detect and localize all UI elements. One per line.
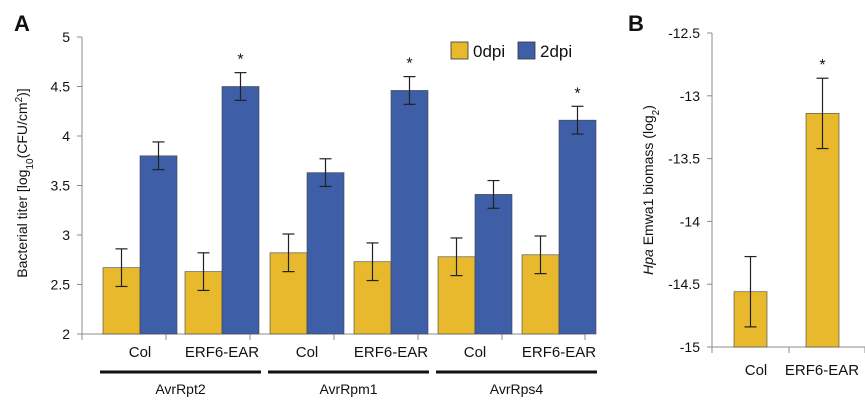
y-tick-label: 5: [62, 29, 70, 45]
x-tick-label: ERF6-EAR: [185, 344, 259, 361]
bar-2dpi: [558, 119, 597, 335]
significance-marker: *: [819, 57, 825, 74]
y-tick-label: -13: [680, 88, 700, 104]
legend-swatch-2dpi: [517, 41, 536, 60]
y-tick-label: 4: [62, 128, 70, 144]
legend-label-0dpi: 0dpi: [473, 42, 505, 61]
x-tick-label: Col: [129, 344, 152, 361]
significance-marker: *: [237, 52, 243, 69]
chart-b-y-axis-label: Hpa Emwa1 biomass (log2): [640, 105, 662, 275]
panel-a-letter: A: [14, 11, 30, 36]
bar-2dpi: [474, 194, 513, 335]
significance-marker: *: [406, 56, 412, 73]
x-tick-label: ERF6-EAR: [785, 362, 859, 379]
group-label: AvrRpm1: [319, 381, 377, 397]
y-tick-label: 2.5: [51, 277, 71, 293]
y-tick-label: 2: [62, 326, 70, 342]
chart-b-labels: * Col ERF6-EAR: [745, 57, 860, 379]
bar-2dpi: [139, 155, 178, 335]
group-label: AvrRpt2: [155, 381, 206, 397]
y-tick-label: -12.5: [668, 25, 700, 41]
y-tick-label: 3: [62, 227, 70, 243]
panel-b-letter: B: [628, 11, 644, 36]
bar-2dpi: [306, 172, 345, 335]
significance-marker: *: [574, 85, 580, 102]
group-label: AvrRps4: [490, 381, 544, 397]
y-tick-label: 4.5: [51, 79, 71, 95]
bar-2dpi: [221, 86, 260, 335]
chart-a-legend: 0dpi 2dpi: [450, 41, 572, 61]
y-tick-label: -13.5: [668, 151, 700, 167]
x-tick-label: ERF6-EAR: [354, 344, 428, 361]
chart-a: 22.533.544.55 Col*ERF6-EAR Col*ERF6-EAR Co…: [14, 29, 597, 397]
x-tick-label: Col: [745, 362, 768, 379]
x-tick-label: ERF6-EAR: [522, 344, 596, 361]
x-tick-label: Col: [464, 344, 487, 361]
chart-a-labels: Col * ERF6-EAR Col * ERF6-EAR Col * ERF6-EAR AvrR…: [100, 52, 597, 397]
legend-swatch-0dpi: [450, 41, 469, 60]
chart-a-bars: [102, 86, 597, 335]
chart-a-y-axis-label: Bacterial titer [log10(CFU/cm2)]: [14, 88, 36, 277]
chart-a-error-bars: [115, 72, 584, 292]
y-tick-label: -14.5: [668, 276, 700, 292]
y-tick-label: 3.5: [51, 178, 71, 194]
bar-2dpi: [390, 90, 429, 335]
y-tick-label: -14: [680, 213, 700, 229]
x-tick-label: Col: [296, 344, 319, 361]
chart-b: -15 -14.5 -14 -13.5 -13 -12.5 * Col ERF6-EAR Hp…: [640, 25, 865, 379]
legend-label-2dpi: 2dpi: [540, 42, 572, 61]
y-tick-label: -15: [680, 339, 700, 355]
chart-b-error-bars: [744, 77, 829, 328]
